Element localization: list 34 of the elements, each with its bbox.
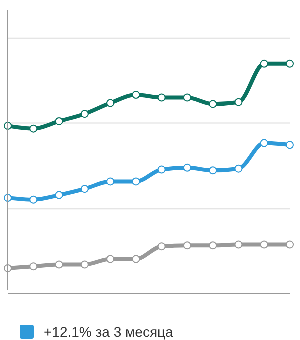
point	[106, 178, 115, 186]
point	[80, 260, 89, 269]
point	[286, 60, 294, 68]
point	[106, 99, 115, 108]
point	[132, 90, 140, 99]
legend-label: +12.1% за 3 месяца	[44, 324, 174, 340]
point	[286, 141, 294, 150]
point	[158, 242, 166, 251]
point	[158, 166, 166, 174]
point	[30, 262, 38, 271]
point	[209, 242, 218, 250]
point	[55, 260, 64, 269]
point	[55, 117, 64, 126]
point	[158, 94, 166, 102]
point	[183, 164, 192, 172]
point	[30, 196, 38, 204]
point	[183, 242, 192, 250]
point	[132, 255, 140, 264]
point	[55, 191, 64, 200]
point	[260, 240, 268, 249]
point	[132, 178, 140, 186]
point	[286, 240, 294, 249]
point	[183, 94, 192, 102]
point	[234, 240, 243, 249]
point	[209, 100, 218, 108]
point	[234, 98, 243, 106]
point	[260, 139, 268, 148]
point	[260, 60, 268, 68]
point	[30, 124, 38, 133]
point	[209, 166, 218, 175]
point	[80, 185, 89, 194]
point	[234, 164, 243, 173]
point	[80, 110, 89, 118]
point	[106, 255, 115, 264]
